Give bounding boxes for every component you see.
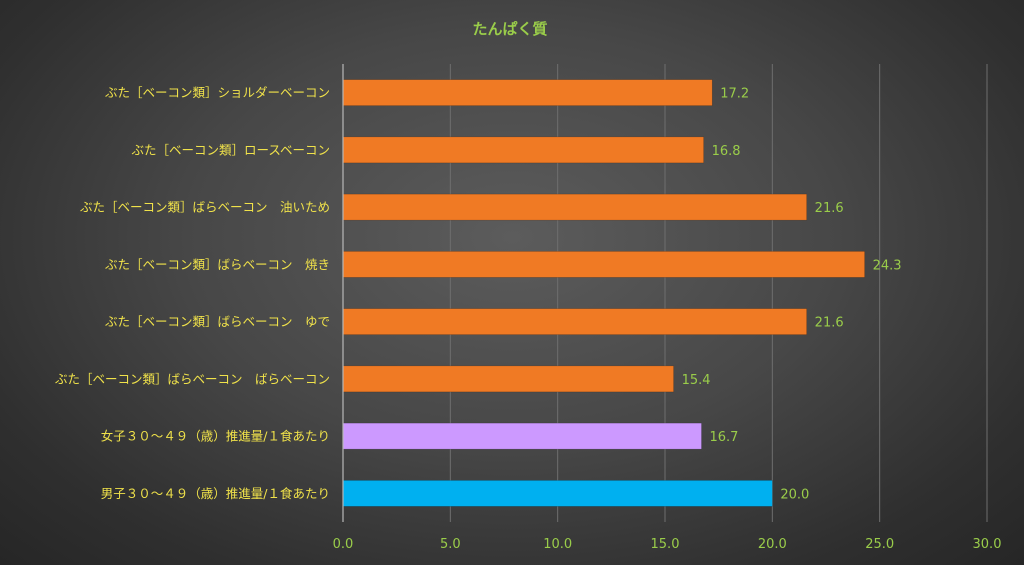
category-label: ぶた［ベーコン類］ばらベーコン ばらベーコン: [55, 371, 330, 386]
x-tick-label: 30.0: [973, 537, 1002, 552]
value-label: 17.2: [720, 87, 749, 102]
bar: [342, 422, 702, 450]
x-tick-label: 5.0: [440, 537, 461, 552]
bars-group: [342, 79, 865, 507]
bar: [342, 79, 713, 106]
x-tick-labels: 0.0 5.0 10.0 15.0 20.0 25.0 30.0: [333, 537, 1002, 552]
value-label: 20.0: [780, 487, 809, 502]
bar: [342, 365, 674, 393]
value-labels: 17.2 16.8 21.6 24.3 21.6 15.4 16.7 20.0: [682, 87, 902, 503]
category-label: 女子３０～４９（歳）推進量/１食あたり: [101, 429, 330, 444]
value-label: 15.4: [682, 373, 711, 388]
bar: [342, 251, 865, 278]
x-tick-label: 10.0: [543, 537, 572, 552]
chart-title: たんぱく質: [472, 20, 547, 38]
value-label: 16.8: [712, 144, 741, 159]
bar: [342, 480, 773, 507]
category-label: ぶた［ベーコン類］ばらベーコン ゆで: [105, 314, 330, 329]
x-tick-label: 25.0: [865, 537, 894, 552]
bar: [342, 193, 807, 221]
value-label: 21.6: [815, 316, 844, 331]
x-tick-label: 0.0: [333, 537, 354, 552]
value-label: 16.7: [709, 430, 738, 445]
x-tick-label: 20.0: [758, 537, 787, 552]
value-label: 24.3: [873, 258, 902, 273]
category-label: ぶた［ベーコン類］ばらベーコン 油いため: [80, 200, 330, 215]
category-label: ぶた［ベーコン類］ロースベーコン: [131, 142, 330, 157]
category-label: ぶた［ベーコン類］ショルダーベーコン: [105, 85, 330, 100]
value-label: 21.6: [815, 201, 844, 216]
bar: [342, 136, 704, 164]
category-labels: ぶた［ベーコン類］ショルダーベーコンぶた［ベーコン類］ロースベーコンぶた［ベーコ…: [55, 85, 330, 501]
x-tick-label: 15.0: [651, 537, 680, 552]
category-label: ぶた［ベーコン類］ばらベーコン 焼き: [105, 257, 330, 272]
gridlines: [449, 64, 988, 522]
category-label: 男子３０～４９（歳）推進量/１食あたり: [101, 486, 330, 501]
bar: [342, 308, 807, 335]
